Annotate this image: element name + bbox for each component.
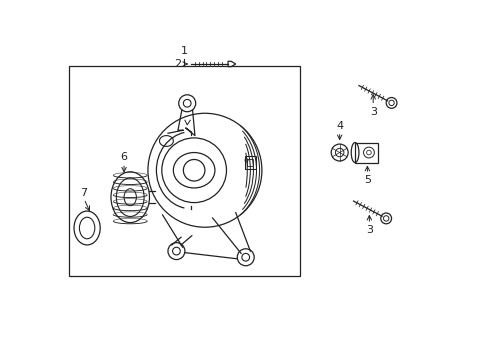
Text: 7: 7: [80, 188, 87, 198]
Text: 1: 1: [181, 45, 188, 55]
Bar: [247, 159, 253, 166]
Text: 6: 6: [121, 152, 127, 162]
Text: 5: 5: [364, 175, 371, 185]
Bar: [355, 143, 378, 163]
Text: 3: 3: [369, 107, 377, 117]
Bar: [245, 156, 256, 169]
Text: 2: 2: [173, 59, 181, 69]
Text: 3: 3: [366, 225, 373, 235]
Bar: [69, 66, 300, 276]
Text: 4: 4: [336, 121, 343, 131]
